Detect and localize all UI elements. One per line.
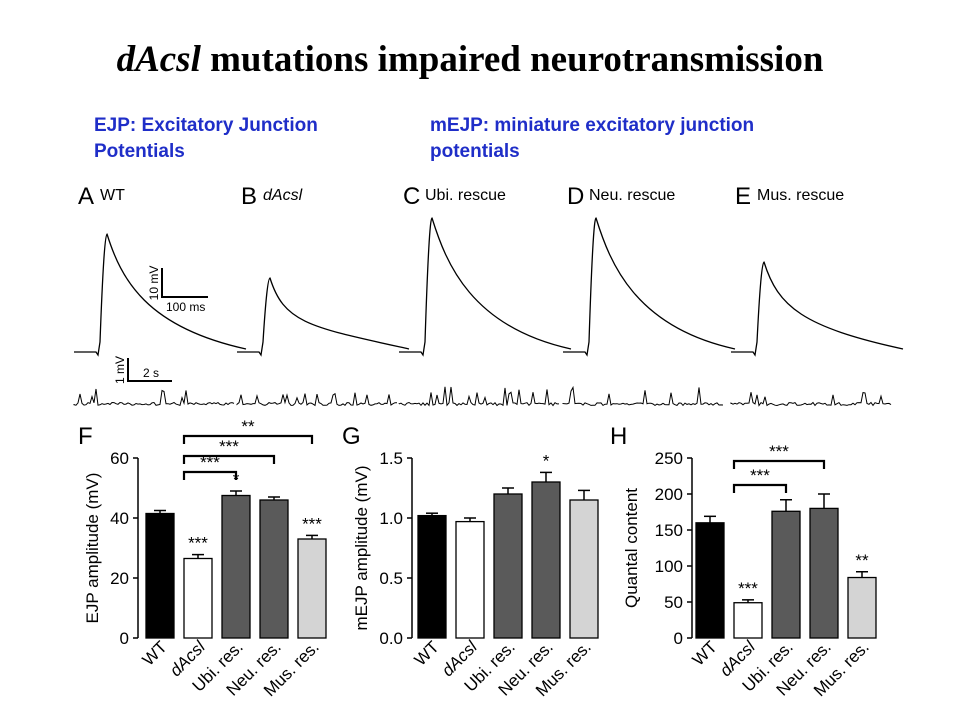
slide-title-text: mutations impaired neurotransmission	[200, 39, 824, 80]
mejp-trace	[73, 388, 235, 407]
trace-panel-label: dAcsl	[263, 187, 303, 204]
trace-panel-letter: C	[403, 183, 420, 210]
mejp-trace	[398, 386, 559, 407]
significance-mark: ***	[738, 579, 758, 598]
comparison-label: ***	[219, 437, 239, 456]
category-label: WT	[689, 637, 721, 669]
bar	[733, 602, 763, 639]
ejp-scale-bar	[161, 268, 208, 298]
trace-panel-letter: E	[735, 183, 751, 210]
bar	[297, 538, 327, 639]
significance-mark: *	[543, 451, 550, 470]
mejp-trace	[562, 385, 724, 407]
ejp-definition: EJP: Excitatory Junction Potentials	[94, 115, 318, 162]
slide-title-gene: dAcsl	[116, 39, 201, 80]
ejp-trace	[399, 217, 572, 357]
ejp-trace	[563, 217, 736, 357]
significance-mark: ***	[302, 514, 322, 533]
y-tick-label: 150	[655, 521, 683, 540]
comparison-label: ***	[200, 453, 220, 472]
y-tick-label: 1.5	[379, 449, 403, 468]
bar	[455, 520, 485, 639]
comparison-bracket	[182, 470, 238, 480]
y-tick-label: 0	[120, 629, 129, 648]
category-label: WT	[411, 637, 443, 669]
comparison-label: ***	[750, 466, 770, 485]
bar	[145, 512, 175, 639]
significance-mark: ***	[188, 534, 208, 553]
trace-panel-label: WT	[100, 187, 125, 204]
y-tick-label: 200	[655, 485, 683, 504]
chart-panel-letter: G	[342, 423, 361, 450]
mejp-definition: mEJP: miniature excitatory junction pote…	[430, 115, 755, 162]
y-axis-label: mEJP amplitude (mV)	[352, 465, 371, 630]
bar	[259, 499, 289, 639]
comparison-label: ***	[769, 442, 789, 461]
y-tick-label: 100	[655, 557, 683, 576]
ejp-trace	[731, 261, 904, 357]
bar	[493, 493, 523, 639]
y-tick-label: 250	[655, 449, 683, 468]
bar	[569, 499, 599, 639]
mejp-scale-time: 2 s	[143, 366, 159, 380]
comparison-bracket	[182, 454, 276, 464]
chart-panel-letter: H	[610, 423, 627, 450]
trace-panel-letter: D	[567, 183, 584, 210]
y-tick-label: 0	[674, 629, 683, 648]
comparison-bracket	[182, 434, 314, 444]
ejp-scale-voltage: 10 mV	[147, 266, 161, 301]
y-tick-label: 0.0	[379, 629, 403, 648]
ejp-trace	[74, 233, 247, 357]
trace-panel-letter: A	[78, 183, 94, 210]
y-axis-label: EJP amplitude (mV)	[83, 473, 102, 624]
trace-panel-letter: B	[241, 183, 257, 210]
y-tick-label: 0.5	[379, 569, 403, 588]
mejp-scale-voltage: 1 mV	[113, 356, 127, 384]
bar	[771, 510, 801, 639]
mejp-scale-bar	[127, 358, 172, 382]
ejp-scale-time: 100 ms	[166, 300, 205, 314]
ejp-trace	[237, 277, 410, 357]
significance-mark: **	[855, 551, 869, 570]
bar	[809, 507, 839, 639]
slide-title: dAcsl mutations impaired neurotransmissi…	[0, 38, 940, 81]
bar	[183, 557, 213, 639]
bar	[695, 522, 725, 639]
y-tick-label: 1.0	[379, 509, 403, 528]
chart-panel-letter: F	[78, 423, 93, 450]
comparison-bracket	[732, 483, 788, 493]
mejp-trace	[236, 392, 397, 407]
mejp-trace	[730, 392, 892, 407]
category-label: WT	[139, 637, 171, 669]
trace-panel-label: Mus. rescue	[757, 187, 844, 204]
trace-panel-label: Ubi. rescue	[425, 187, 506, 204]
y-tick-label: 50	[664, 593, 683, 612]
y-axis-label: Quantal content	[622, 488, 641, 608]
bar	[221, 494, 251, 639]
trace-panel-label: Neu. rescue	[589, 187, 675, 204]
y-tick-label: 60	[110, 449, 129, 468]
bar	[847, 576, 877, 639]
y-tick-label: 20	[110, 569, 129, 588]
comparison-bracket	[732, 459, 826, 469]
y-tick-label: 40	[110, 509, 129, 528]
bar	[417, 514, 447, 639]
bar	[531, 481, 561, 639]
comparison-label: **	[241, 417, 255, 436]
